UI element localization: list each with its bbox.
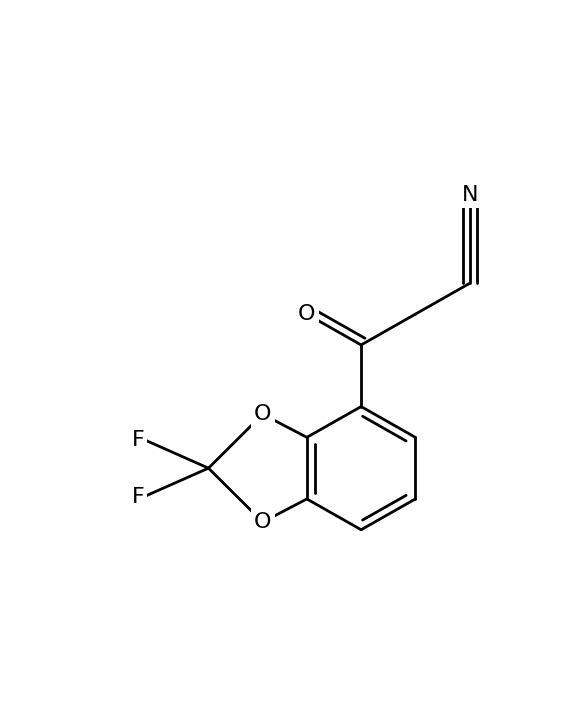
Text: F: F bbox=[131, 430, 144, 450]
Text: O: O bbox=[254, 512, 271, 532]
Text: O: O bbox=[298, 304, 316, 324]
Text: F: F bbox=[131, 486, 144, 507]
Text: O: O bbox=[254, 405, 271, 424]
Text: N: N bbox=[461, 185, 478, 204]
